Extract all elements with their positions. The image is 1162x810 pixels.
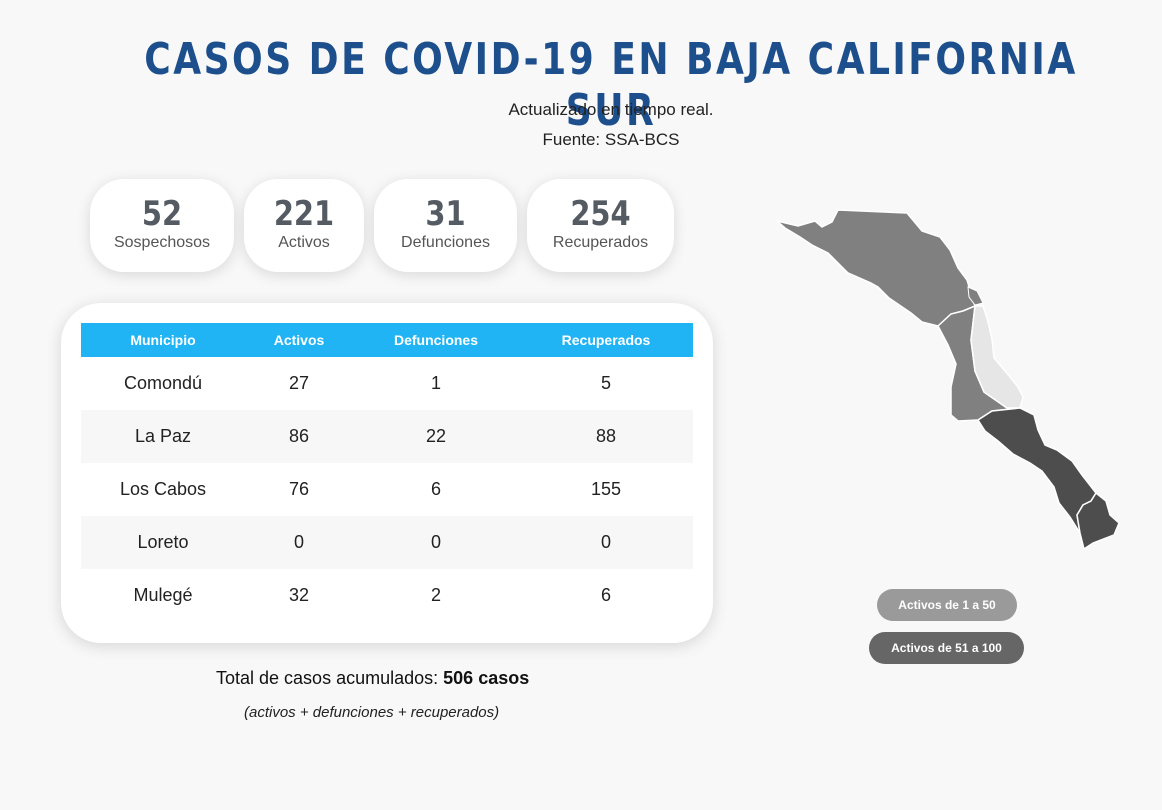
cell-recuperados: 0 <box>600 532 611 552</box>
stat-card-recuperados: 254 Recuperados <box>527 179 674 272</box>
cell-municipio: Mulegé <box>133 585 193 605</box>
table-row: La Paz 86 22 88 <box>81 410 693 463</box>
source-note: Fuente: SSA-BCS <box>542 130 680 149</box>
map-region-mulege <box>776 209 976 327</box>
cell-defunciones: 0 <box>430 532 441 552</box>
cell-recuperados: 88 <box>595 426 617 446</box>
stat-label: Defunciones <box>401 234 490 251</box>
cell-defunciones: 1 <box>430 373 441 393</box>
municipality-table: Municipio Activos Defunciones Recuperado… <box>81 323 693 622</box>
stat-label: Sospechosos <box>113 234 211 251</box>
total-formula-note: (activos + defunciones + recuperados) <box>244 704 500 721</box>
legend-range-1-50: Activos de 1 a 50 <box>877 589 1017 621</box>
header-activos: Activos <box>273 332 325 348</box>
map-island <box>967 286 984 306</box>
cell-recuperados: 6 <box>600 585 611 605</box>
cell-municipio: Loreto <box>137 532 189 552</box>
header-municipio: Municipio <box>130 332 196 348</box>
stat-card-activos: 221 Activos <box>244 179 364 272</box>
legend-range-51-100: Activos de 51 a 100 <box>869 632 1024 664</box>
cell-recuperados: 155 <box>590 479 622 499</box>
header-defunciones: Defunciones <box>393 332 478 348</box>
cell-municipio: La Paz <box>134 426 192 446</box>
page-title: CASOS DE COVID-19 EN BAJA CALIFORNIA SUR <box>144 34 1078 136</box>
total-value: 506 casos <box>443 668 530 688</box>
stat-value: 254 <box>570 194 631 234</box>
table-row: Loreto 0 0 0 <box>81 516 693 569</box>
cell-activos: 76 <box>288 479 310 499</box>
update-note: Actualizado en tiempo real. <box>508 100 714 119</box>
cell-activos: 86 <box>288 426 310 446</box>
cell-defunciones: 6 <box>430 479 441 499</box>
table-row: Los Cabos 76 6 155 <box>81 463 693 516</box>
stat-value: 221 <box>273 194 335 234</box>
table-header-row: Municipio Activos Defunciones Recuperado… <box>81 323 693 357</box>
cell-defunciones: 22 <box>425 426 447 446</box>
table-row: Comondú 27 1 5 <box>81 357 693 410</box>
stat-card-sospechosos: 52 Sospechosos <box>90 179 234 272</box>
stat-label: Activos <box>278 234 330 251</box>
cell-municipio: Comondú <box>123 373 203 393</box>
cell-defunciones: 2 <box>430 585 441 605</box>
map-region-loscabos <box>1076 491 1120 551</box>
total-cases: Total de casos acumulados: 506 casos <box>216 668 529 689</box>
cell-activos: 0 <box>293 532 304 552</box>
cell-activos: 27 <box>288 373 310 393</box>
total-label: Total de casos acumulados: <box>216 668 439 688</box>
cell-municipio: Los Cabos <box>119 479 207 499</box>
cell-activos: 32 <box>288 585 310 605</box>
stat-value: 52 <box>141 194 183 234</box>
map-region-loreto <box>970 305 1024 409</box>
stat-label: Recuperados <box>552 234 649 251</box>
stat-card-defunciones: 31 Defunciones <box>374 179 517 272</box>
table-row: Mulegé 32 2 6 <box>81 569 693 622</box>
bcs-map <box>776 209 1120 551</box>
municipality-table-card: Municipio Activos Defunciones Recuperado… <box>61 303 713 643</box>
cell-recuperados: 5 <box>600 373 611 393</box>
header-recuperados: Recuperados <box>561 332 651 348</box>
stat-value: 31 <box>425 194 466 234</box>
